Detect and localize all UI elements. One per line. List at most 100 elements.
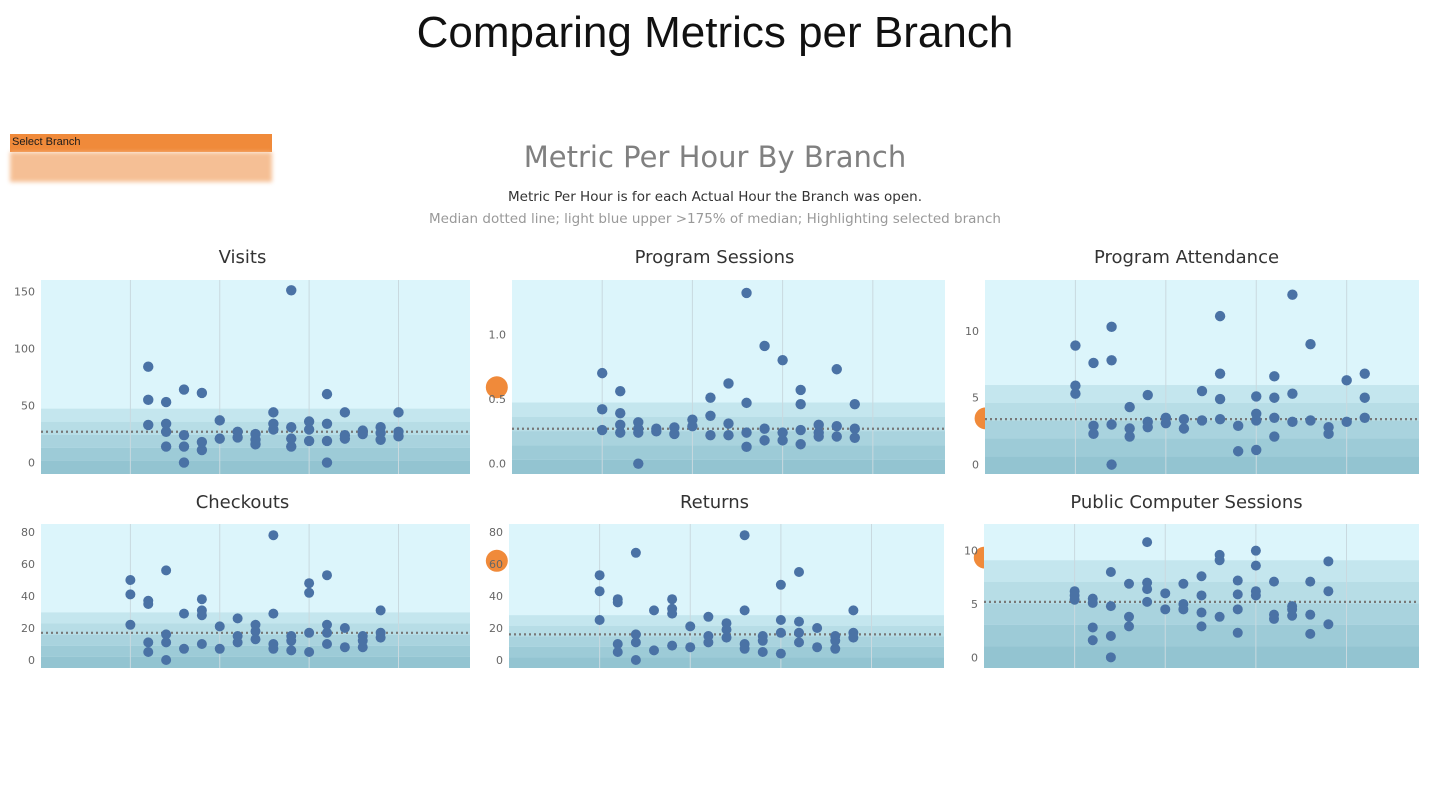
program-sessions-point	[759, 423, 770, 434]
program-sessions-point	[669, 428, 680, 440]
program-sessions-point	[795, 384, 806, 396]
program-attendance-point	[1106, 459, 1117, 470]
program-sessions-point	[597, 404, 608, 415]
visits-point	[375, 434, 386, 445]
public-computer-sessions-band	[984, 646, 1419, 668]
checkouts-point	[322, 627, 332, 638]
checkouts-point	[161, 565, 172, 576]
returns-band	[509, 646, 944, 658]
visits-point	[286, 285, 297, 296]
checkouts-y-tick: 40	[21, 590, 35, 603]
checkouts-highlight-point	[485, 549, 508, 572]
program-sessions-point	[741, 427, 752, 438]
returns-point	[612, 647, 623, 657]
checkouts-point	[375, 605, 386, 616]
public-computer-sessions-y-tick: 5	[971, 598, 978, 611]
public-computer-sessions-point	[1250, 590, 1261, 601]
program-attendance-point	[1070, 380, 1081, 391]
program-attendance-point	[1269, 371, 1280, 382]
visits-point	[232, 432, 243, 443]
public-computer-sessions-point	[1087, 635, 1098, 646]
visits-point	[196, 436, 208, 448]
checkouts-point	[196, 594, 207, 605]
visits-band	[41, 460, 470, 474]
program-attendance-point	[1142, 421, 1153, 433]
checkouts-point	[161, 629, 172, 640]
returns-point	[630, 629, 641, 640]
checkouts-point	[250, 634, 261, 645]
program-sessions-point	[651, 426, 662, 437]
visits-point	[303, 435, 315, 447]
checkouts-point	[179, 643, 189, 654]
public-computer-sessions-point	[1214, 555, 1225, 566]
program-sessions-point	[831, 431, 842, 442]
program-sessions-point	[741, 441, 752, 453]
public-computer-sessions-point	[1305, 609, 1316, 620]
program-attendance-point	[1359, 368, 1370, 379]
returns-point	[757, 635, 768, 646]
returns-point	[794, 567, 804, 577]
returns-point	[775, 579, 786, 590]
public-computer-sessions-point	[1232, 575, 1243, 586]
program-attendance-point	[1178, 423, 1190, 434]
visits-point	[143, 361, 154, 372]
returns-point	[703, 611, 714, 622]
branch-filter[interactable]: Select Branch	[10, 134, 272, 182]
returns-point	[594, 615, 605, 625]
checkouts-point	[322, 619, 332, 630]
visits-point	[268, 407, 279, 418]
returns-band	[509, 657, 944, 668]
checkouts-point	[214, 621, 225, 632]
returns-point	[721, 632, 732, 643]
returns-point	[812, 642, 823, 653]
branch-select-dropdown[interactable]	[10, 152, 272, 182]
program-attendance-point	[1323, 428, 1334, 440]
program-sessions-point	[687, 420, 698, 432]
checkouts-point	[286, 645, 297, 656]
returns-y-tick: 20	[489, 622, 503, 635]
program-attendance-point	[1124, 401, 1135, 413]
checkouts-point	[268, 530, 279, 541]
visits-point	[393, 407, 404, 418]
program-sessions-point	[849, 398, 860, 410]
program-sessions-point	[795, 398, 806, 410]
program-sessions-point	[741, 287, 752, 299]
returns-point	[775, 615, 786, 625]
visits-point	[286, 422, 297, 433]
returns-point	[739, 643, 750, 654]
program-attendance-point	[1359, 412, 1370, 424]
visits-point	[160, 418, 172, 429]
program-sessions-point	[705, 430, 716, 441]
checkouts-point	[232, 613, 243, 624]
returns-point	[739, 605, 750, 616]
program-attendance-chart: 0 5 10	[965, 280, 1419, 474]
returns-point	[794, 627, 804, 638]
returns-point	[667, 640, 678, 651]
visits-point	[178, 384, 190, 395]
public-computer-sessions-point	[1105, 567, 1116, 577]
public-computer-sessions-point	[1087, 597, 1098, 608]
public-computer-sessions-point	[1105, 601, 1116, 612]
public-computer-sessions-point	[1142, 596, 1153, 607]
program-attendance-point	[1269, 392, 1280, 403]
returns-point	[775, 627, 786, 638]
returns-point	[830, 635, 841, 646]
program-sessions-point	[705, 392, 716, 403]
checkouts-point	[125, 619, 136, 630]
returns-point	[612, 597, 623, 608]
visits-point	[214, 433, 225, 444]
chart-title-returns: Returns	[679, 492, 750, 513]
program-attendance-point	[1251, 391, 1262, 402]
public-computer-sessions-point	[1178, 604, 1189, 615]
program-attendance-point	[1214, 368, 1226, 379]
public-computer-sessions-point	[1142, 584, 1153, 595]
checkouts-point	[196, 610, 207, 621]
public-computer-sessions-point	[1196, 621, 1207, 632]
returns-point	[812, 623, 823, 633]
program-sessions-point	[759, 435, 770, 446]
program-attendance-point	[1269, 431, 1280, 442]
checkouts-point	[357, 642, 368, 653]
chart-title-program-sessions: Program Sessions	[634, 247, 795, 268]
program-sessions-y-tick: 1.0	[489, 328, 507, 341]
visits-point	[196, 444, 208, 456]
